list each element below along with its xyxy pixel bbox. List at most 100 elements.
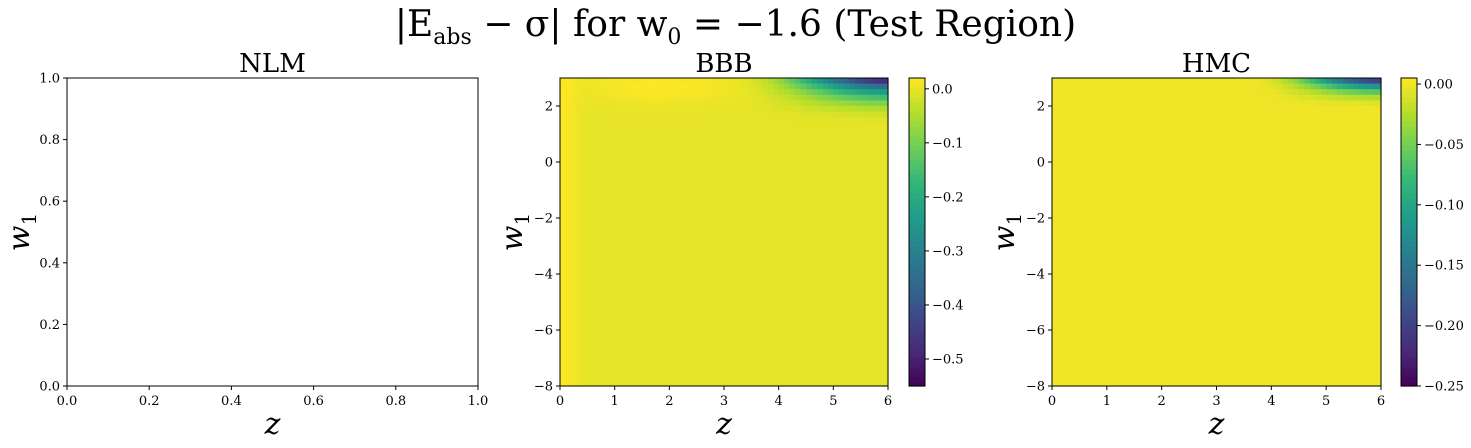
bbb-heatmap-cell	[674, 89, 681, 96]
bbb-heatmap-cell	[827, 374, 834, 381]
bbb-heatmap-cell	[658, 307, 665, 314]
bbb-heatmap-cell	[652, 100, 659, 107]
bbb-colorbar-segment	[909, 150, 925, 156]
hmc-heatmap-cell	[1282, 145, 1289, 152]
bbb-heatmap-cell	[784, 274, 791, 281]
bbb-heatmap-cell	[849, 307, 856, 314]
bbb-heatmap-cell	[849, 173, 856, 180]
bbb-heatmap-cell	[652, 257, 659, 264]
bbb-heatmap-cell	[560, 363, 567, 370]
hmc-heatmap-cell	[1265, 106, 1272, 113]
bbb-heatmap-cell	[642, 352, 649, 359]
bbb-heatmap-cell	[751, 341, 758, 348]
bbb-heatmap-cell	[827, 89, 834, 96]
hmc-heatmap-cell	[1337, 78, 1344, 85]
hmc-heatmap-cell	[1205, 145, 1212, 152]
bbb-heatmap-cell	[620, 150, 627, 157]
bbb-heatmap-cell	[795, 190, 802, 197]
hmc-heatmap-cell	[1276, 128, 1283, 135]
bbb-heatmap-cell	[598, 145, 605, 152]
bbb-heatmap-cell	[877, 218, 884, 225]
hmc-heatmap-cell	[1216, 100, 1223, 107]
hmc-heatmap-cell	[1232, 173, 1240, 180]
hmc-heatmap-cell	[1298, 117, 1305, 124]
bbb-heatmap-cell	[625, 167, 632, 174]
bbb-heatmap-cell	[581, 195, 588, 202]
bbb-heatmap-cell	[724, 380, 731, 387]
bbb-heatmap-cell	[685, 212, 692, 219]
bbb-heatmap-cell	[707, 184, 714, 191]
bbb-heatmap-cell	[784, 162, 791, 169]
bbb-heatmap-cell	[565, 83, 572, 90]
hmc-heatmap-cell	[1211, 218, 1218, 225]
bbb-heatmap-cell	[625, 363, 632, 370]
bbb-heatmap-cell	[647, 145, 654, 152]
bbb-heatmap-cell	[663, 358, 670, 365]
hmc-heatmap-cell	[1057, 100, 1064, 107]
nlm-y-tick-label: 0.8	[39, 133, 60, 148]
hmc-heatmap-cell	[1326, 83, 1333, 90]
bbb-heatmap-cell	[882, 128, 889, 135]
bbb-heatmap-cell	[778, 257, 785, 264]
bbb-heatmap-cell	[570, 190, 577, 197]
bbb-heatmap-cell	[570, 128, 577, 135]
bbb-heatmap-cell	[707, 358, 714, 365]
bbb-heatmap-cell	[745, 313, 752, 320]
hmc-heatmap-cell	[1123, 139, 1130, 146]
bbb-heatmap-cell	[866, 335, 873, 342]
hmc-heatmap-cell	[1298, 150, 1305, 157]
hmc-heatmap-cell	[1370, 100, 1377, 107]
bbb-heatmap-cell	[816, 246, 823, 253]
hmc-heatmap-cell	[1304, 206, 1311, 213]
bbb-heatmap-cell	[729, 106, 736, 113]
hmc-heatmap-cell	[1348, 212, 1355, 219]
hmc-heatmap-cell	[1298, 100, 1305, 107]
bbb-heatmap-cell	[560, 341, 567, 348]
hmc-heatmap-cell	[1265, 156, 1272, 163]
hmc-heatmap-cell	[1342, 167, 1349, 174]
hmc-heatmap-cell	[1161, 122, 1168, 129]
hmc-heatmap-cell	[1139, 190, 1146, 197]
bbb-heatmap-cell	[806, 122, 813, 129]
bbb-heatmap-cell	[685, 117, 692, 124]
hmc-heatmap-cell	[1106, 122, 1113, 129]
bbb-heatmap-cell	[691, 212, 698, 219]
hmc-heatmap-cell	[1128, 134, 1135, 141]
bbb-heatmap-cell	[871, 78, 878, 85]
bbb-heatmap-cell	[882, 374, 889, 381]
bbb-heatmap-cell	[642, 257, 649, 264]
hmc-heatmap-cell	[1238, 145, 1245, 152]
bbb-heatmap-cell	[822, 218, 829, 225]
hmc-heatmap-cell	[1221, 206, 1229, 213]
bbb-colorbar-segment	[909, 102, 925, 108]
bbb-heatmap-cell	[598, 374, 605, 381]
bbb-heatmap-cell	[620, 139, 627, 146]
bbb-heatmap-cell	[740, 184, 747, 191]
hmc-heatmap-cell	[1243, 89, 1250, 96]
hmc-heatmap-cell	[1364, 156, 1371, 163]
hmc-heatmap-cell	[1331, 178, 1338, 185]
hmc-heatmap-cell	[1331, 184, 1338, 191]
bbb-heatmap-cell	[642, 167, 649, 174]
bbb-heatmap-cell	[674, 139, 681, 146]
hmc-heatmap-cell	[1282, 150, 1289, 157]
bbb-heatmap-cell	[740, 83, 747, 90]
hmc-heatmap-cell	[1232, 106, 1240, 113]
bbb-heatmap-cell	[724, 206, 731, 213]
bbb-heatmap-cell	[811, 262, 818, 269]
bbb-heatmap-cell	[762, 223, 769, 230]
bbb-heatmap-cell	[718, 324, 725, 331]
hmc-heatmap-cell	[1315, 162, 1322, 169]
bbb-heatmap-cell	[800, 89, 807, 96]
bbb-heatmap-cell	[816, 184, 823, 191]
bbb-heatmap-cell	[713, 111, 720, 118]
bbb-heatmap-cell	[674, 363, 681, 370]
hmc-heatmap-cell	[1150, 190, 1157, 197]
bbb-heatmap-cell	[751, 346, 758, 353]
bbb-heatmap-cell	[603, 139, 610, 146]
hmc-heatmap-cell	[1227, 178, 1234, 185]
bbb-heatmap-cell	[702, 83, 709, 90]
bbb-heatmap-cell	[734, 240, 741, 247]
bbb-heatmap-cell	[784, 335, 791, 342]
bbb-heatmap-cell	[838, 251, 845, 258]
